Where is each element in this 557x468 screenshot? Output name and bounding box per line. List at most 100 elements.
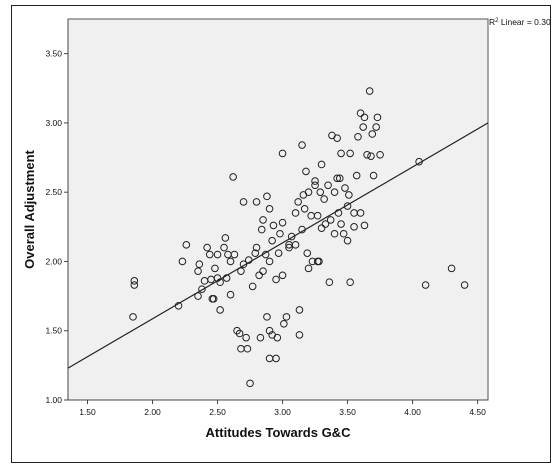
data-point (239, 198, 248, 206)
data-point (273, 333, 282, 342)
data-point (360, 221, 369, 230)
x-tick-label: 3.00 (274, 407, 291, 417)
x-tick-label: 2.00 (144, 407, 161, 417)
data-point (354, 132, 362, 141)
data-point (282, 313, 291, 321)
data-point (221, 234, 230, 242)
data-point (339, 229, 348, 238)
data-point (326, 216, 335, 224)
data-point (300, 205, 309, 213)
data-point (216, 306, 224, 314)
data-point (316, 188, 325, 196)
data-point (447, 264, 456, 273)
x-axis-label: Attitudes Towards G&C (206, 425, 352, 440)
data-point (178, 257, 187, 266)
data-point (265, 257, 274, 266)
data-point (278, 271, 287, 280)
data-point (252, 198, 261, 206)
data-point (246, 379, 254, 388)
data-point (257, 225, 266, 234)
fit-line (67, 122, 489, 369)
data-point (363, 150, 371, 159)
data-point (272, 354, 280, 363)
data-point (230, 250, 239, 259)
data-point (373, 113, 382, 122)
fit-line-label-suffix: Linear = 0.30 (498, 17, 550, 27)
data-point (343, 236, 352, 245)
data-point (255, 271, 263, 280)
data-point (352, 171, 361, 180)
data-point (194, 267, 202, 275)
data-point (235, 329, 244, 338)
x-tick-label: 3.50 (339, 407, 356, 417)
data-point (345, 191, 353, 199)
data-point (220, 243, 228, 252)
data-point (276, 229, 284, 238)
data-point (360, 113, 369, 122)
y-tick-label: 2.50 (45, 187, 62, 197)
data-point (337, 220, 345, 228)
data-point (337, 149, 345, 158)
data-point (226, 290, 235, 299)
data-point (298, 141, 306, 149)
data-point (302, 167, 310, 176)
data-point (205, 250, 214, 259)
data-point (265, 205, 274, 213)
data-point (317, 224, 326, 233)
data-point (299, 191, 308, 199)
x-tick-label: 1.50 (79, 407, 96, 417)
data-point (182, 241, 191, 249)
data-point (315, 257, 323, 266)
plot-area (67, 18, 489, 401)
y-axis-label: Overall Adjustment (22, 149, 37, 268)
data-point (421, 281, 430, 289)
data-point (280, 320, 288, 328)
data-point (350, 223, 358, 231)
data-point (325, 278, 334, 287)
data-point (248, 282, 257, 291)
data-point (259, 216, 267, 224)
data-point (252, 243, 261, 252)
data-point (324, 181, 332, 190)
y-tick-label: 3.50 (45, 49, 62, 59)
data-point (376, 150, 384, 159)
data-point (269, 221, 278, 230)
data-point (321, 220, 330, 228)
data-point (356, 209, 365, 217)
data-point (295, 331, 304, 339)
data-point (295, 306, 304, 314)
data-point (369, 171, 378, 180)
data-point (285, 241, 293, 249)
data-point (311, 177, 319, 185)
data-point (213, 250, 222, 259)
data-point (274, 249, 283, 257)
y-tick-label: 3.00 (45, 118, 62, 128)
data-point (346, 278, 354, 287)
data-point (341, 184, 349, 192)
data-point (130, 277, 139, 285)
data-point (365, 87, 374, 95)
data-point (372, 123, 380, 131)
data-point (317, 160, 326, 169)
data-point (343, 202, 352, 210)
data-point (198, 285, 206, 293)
data-point (268, 236, 276, 245)
data-point (259, 267, 267, 275)
data-point (265, 326, 274, 335)
data-point (278, 218, 287, 227)
data-point (272, 275, 280, 284)
data-point (203, 243, 211, 252)
data-point (285, 243, 293, 252)
data-point (263, 313, 271, 321)
data-point (278, 149, 287, 158)
data-point (335, 174, 344, 183)
data-point (304, 264, 313, 273)
data-point (460, 281, 469, 289)
data-point (294, 198, 302, 206)
data-point (367, 152, 375, 160)
fit-line-label-prefix: R (489, 17, 495, 27)
data-point (359, 123, 367, 131)
data-point (130, 281, 139, 289)
